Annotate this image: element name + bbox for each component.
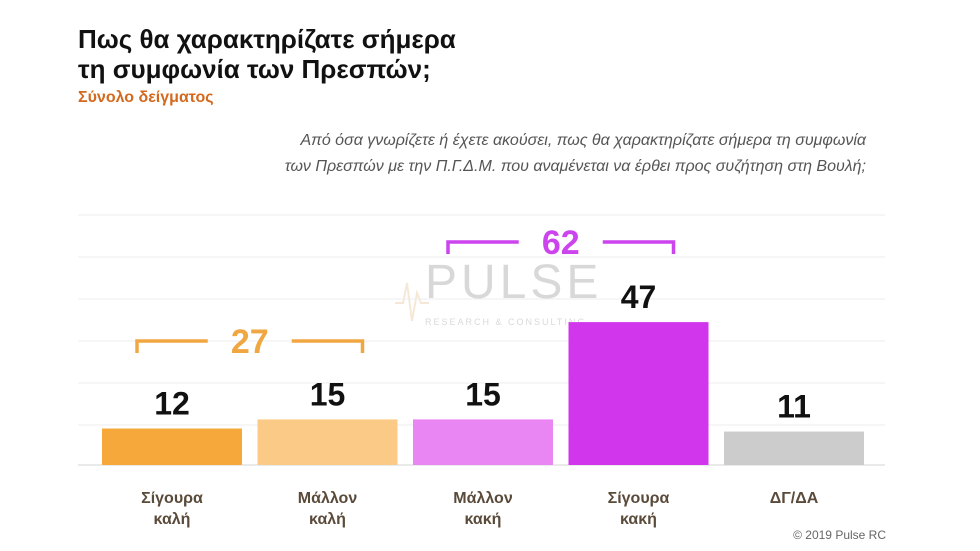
data-label: 15 (465, 376, 501, 412)
bar (102, 428, 242, 465)
title-line-2: τη συμφωνία των Πρεσπών; (78, 54, 431, 84)
question-line-2: των Πρεσπών με την Π.Γ.Δ.Μ. που αναμένετ… (284, 158, 866, 175)
category-label: καλή (309, 511, 346, 528)
bar (413, 419, 553, 465)
question-line-1: Από όσα γνωρίζετε ή έχετε ακούσει, πως θ… (300, 132, 866, 149)
group-bracket (135, 339, 208, 353)
chart-bars (102, 322, 864, 465)
data-label: 47 (621, 279, 657, 315)
bar (724, 431, 864, 465)
copyright-footer: © 2019 Pulse RC (793, 528, 886, 542)
category-label: Μάλλον (453, 490, 513, 507)
chart-subtitle: Σύνολο δείγματος (78, 89, 214, 106)
watermark-subtext: RESEARCH & CONSULTING (425, 317, 587, 327)
category-label: Μάλλον (298, 490, 358, 507)
title-line-1: Πως θα χαρακτηρίζατε σήμερα (78, 24, 456, 54)
group-total-label: 62 (542, 224, 580, 262)
category-label: καλή (154, 511, 191, 528)
category-label: ΔΓ/ΔΑ (770, 490, 819, 507)
group-bracket (291, 339, 365, 353)
watermark-text: PULSE (425, 256, 603, 309)
chart-title: Πως θα χαρακτηρίζατε σήμερα τη συμφωνία … (78, 24, 456, 84)
chart-labels: 12 Σίγουρα καλή 15 Μάλλον καλή 15 Μάλλον κακή 47 Σ… (141, 279, 819, 528)
category-label: κακή (620, 511, 657, 528)
pulse-wave-icon (395, 282, 429, 322)
data-label: 12 (154, 386, 190, 422)
chart-group-brackets: 27 62 (135, 224, 676, 361)
bar (257, 419, 398, 465)
data-label: 11 (777, 389, 811, 425)
bar (568, 322, 709, 465)
group-total-label: 27 (231, 323, 269, 361)
group-bracket (446, 240, 519, 254)
category-label: κακή (465, 511, 502, 528)
category-label: Σίγουρα (608, 490, 670, 507)
survey-question: Από όσα γνωρίζετε ή έχετε ακούσει, πως θ… (106, 128, 866, 180)
group-bracket (602, 240, 676, 254)
data-label: 15 (310, 376, 346, 412)
category-label: Σίγουρα (141, 490, 203, 507)
